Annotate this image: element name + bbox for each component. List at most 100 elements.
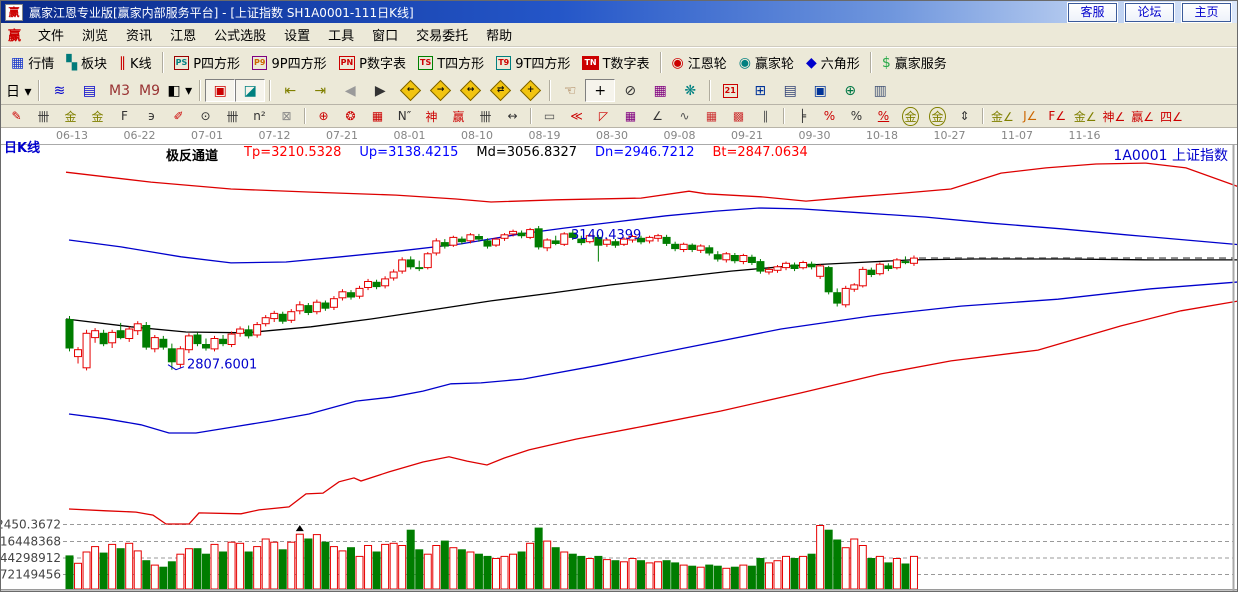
region-chart-button[interactable]: ▣: [205, 79, 236, 102]
time-cycle-button[interactable]: ⊙: [192, 106, 219, 126]
shen-angle-button[interactable]: 神∠: [1100, 106, 1129, 126]
gold-circle-2-button[interactable]: 金: [924, 106, 951, 126]
fan-box-button[interactable]: ◸: [590, 106, 617, 126]
last-page-button[interactable]: ⇥: [305, 79, 335, 102]
wave-9-button[interactable]: M9: [134, 79, 164, 102]
shen-tool-button[interactable]: 神: [418, 106, 445, 126]
save-button[interactable]: ▣: [805, 79, 835, 102]
wave-3-button[interactable]: M3: [104, 79, 134, 102]
kline-icon: ∥: [119, 54, 127, 71]
crosshair-button[interactable]: +: [585, 79, 616, 102]
gann-target-2-button[interactable]: ❂: [337, 106, 364, 126]
price-pen-button[interactable]: ⇕: [951, 106, 978, 126]
gann-target-1-button[interactable]: ⊕: [310, 106, 337, 126]
zigzag-window-button[interactable]: ≋: [44, 79, 74, 102]
scale-ruler-button[interactable]: ╞: [789, 106, 816, 126]
quotes-button[interactable]: ▦ 行情: [5, 51, 60, 74]
menu-item-gann[interactable]: 江恩: [170, 29, 197, 44]
gann-wheel-button[interactable]: ◉ 江恩轮: [666, 51, 733, 74]
ying-angle-button[interactable]: 赢∠: [1128, 106, 1157, 126]
price-grid-1-button[interactable]: ▦: [698, 106, 725, 126]
price-grid-2-button[interactable]: ▩: [725, 106, 752, 126]
four-angle-button[interactable]: 四∠: [1157, 106, 1186, 126]
9p-square-button[interactable]: P9 9P四方形: [246, 51, 333, 74]
expand-x-button[interactable]: ↔: [455, 79, 485, 102]
menu-item-window[interactable]: 窗口: [372, 29, 399, 44]
time-ruler-2-button[interactable]: 卌: [219, 106, 246, 126]
period-day-dropdown-button[interactable]: 日 ▾: [3, 79, 34, 102]
rect-tool-button[interactable]: ▭: [536, 106, 563, 126]
spiral-button[interactable]: ϶: [138, 106, 165, 126]
customer-service-button[interactable]: 客服: [1067, 1, 1118, 23]
shift-left-button[interactable]: ←: [395, 79, 425, 102]
gold-ratio-2-button[interactable]: 金: [84, 106, 111, 126]
t-square-button[interactable]: TS T四方形: [412, 51, 490, 74]
home-button[interactable]: 主页: [1181, 1, 1232, 23]
j-angle-button[interactable]: J∠: [1017, 106, 1044, 126]
gold-angle-2-button[interactable]: 金∠: [1071, 106, 1100, 126]
9t-square-button[interactable]: T9 9T四方形: [490, 51, 576, 74]
fan-lines-button[interactable]: ≪: [563, 106, 590, 126]
ying-tool-button[interactable]: 赢: [445, 106, 472, 126]
winner-service-button[interactable]: $ 赢家服务: [876, 51, 953, 74]
calculator-button[interactable]: ⊞: [745, 79, 775, 102]
date-label: 11-16: [1068, 129, 1101, 142]
ruler-123-button[interactable]: 卌: [472, 106, 499, 126]
fractal-tool-button[interactable]: ❋: [675, 79, 705, 102]
notepad-button[interactable]: ▤: [775, 79, 805, 102]
winner-wheel-button[interactable]: ◉ 赢家轮: [733, 51, 800, 74]
toolbar-separator: [304, 107, 306, 125]
web-data-button[interactable]: ⊕: [835, 79, 865, 102]
pan-hand-button[interactable]: ☜: [555, 79, 585, 102]
percent-line-button[interactable]: %: [870, 106, 897, 126]
menu-item-file[interactable]: 文件: [38, 29, 65, 44]
menu-item-browse[interactable]: 浏览: [82, 29, 109, 44]
f-lines-button[interactable]: F: [111, 106, 138, 126]
prev-page-button[interactable]: ◀: [335, 79, 365, 102]
sectors-button[interactable]: ▚ 板块: [60, 51, 113, 74]
p-number-table-button[interactable]: PN P数字表: [333, 51, 412, 74]
percent-button[interactable]: %: [843, 106, 870, 126]
angle-lines-button[interactable]: ∠: [644, 106, 671, 126]
gold-angle-button[interactable]: 金∠: [988, 106, 1017, 126]
menu-item-trade-orders[interactable]: 交易委托: [416, 29, 469, 44]
menu-item-tools[interactable]: 工具: [328, 29, 355, 44]
n-squared-button[interactable]: n²: [246, 106, 273, 126]
gann-box-button[interactable]: ▦: [364, 106, 391, 126]
parallel-lines-button[interactable]: ∥: [752, 106, 779, 126]
hexagon-button[interactable]: ◆ 六角形: [800, 51, 866, 74]
menu-item-settings[interactable]: 设置: [284, 29, 311, 44]
measure-button[interactable]: ⊘: [615, 79, 645, 102]
menu-item-formula-picker[interactable]: 公式选股: [214, 29, 267, 44]
marker-pen-button[interactable]: ✐: [165, 106, 192, 126]
candlestick-volume-chart[interactable]: 2450.3672 216448368 144298912 72149456 3140.…: [1, 144, 1238, 592]
candle-style-dropdown-button[interactable]: ◧ ▾: [164, 79, 195, 102]
menu-item-news[interactable]: 资讯: [126, 29, 153, 44]
f-angle-button[interactable]: F∠: [1044, 106, 1071, 126]
wave-lines-button[interactable]: ∿: [671, 106, 698, 126]
info-panel-button[interactable]: ▤: [74, 79, 104, 102]
grid-chart-button[interactable]: ▦: [645, 79, 675, 102]
brush-button[interactable]: ✎: [3, 106, 30, 126]
pinwheel-button[interactable]: ⊠: [273, 106, 300, 126]
compress-x-button[interactable]: ⇄: [485, 79, 515, 102]
calendar-button[interactable]: 21: [715, 79, 745, 102]
time-ruler-button[interactable]: 卌: [30, 106, 57, 126]
reset-view-button[interactable]: +: [515, 79, 545, 102]
span-arrow-button[interactable]: ↔: [499, 106, 526, 126]
first-page-button[interactable]: ⇤: [275, 79, 305, 102]
shift-right-button[interactable]: →: [425, 79, 455, 102]
gold-ratio-1-button[interactable]: 金: [57, 106, 84, 126]
grid-purple-button[interactable]: ▦: [617, 106, 644, 126]
t-number-table-button[interactable]: TN T数字表: [576, 51, 655, 74]
kline-button[interactable]: ∥ K线: [113, 51, 158, 74]
menu-item-help[interactable]: 帮助: [486, 29, 513, 44]
color-chart-button[interactable]: ◪: [235, 79, 266, 102]
forum-button[interactable]: 论坛: [1124, 1, 1175, 23]
gold-circle-1-button[interactable]: 金: [897, 106, 924, 126]
gann-n-button[interactable]: Ν″: [391, 106, 418, 126]
percent-ruler-button[interactable]: %: [816, 106, 843, 126]
next-page-button[interactable]: ▶: [365, 79, 395, 102]
p-square-button[interactable]: PS P四方形: [168, 51, 246, 74]
remote-pc-button[interactable]: ▥: [865, 79, 895, 102]
